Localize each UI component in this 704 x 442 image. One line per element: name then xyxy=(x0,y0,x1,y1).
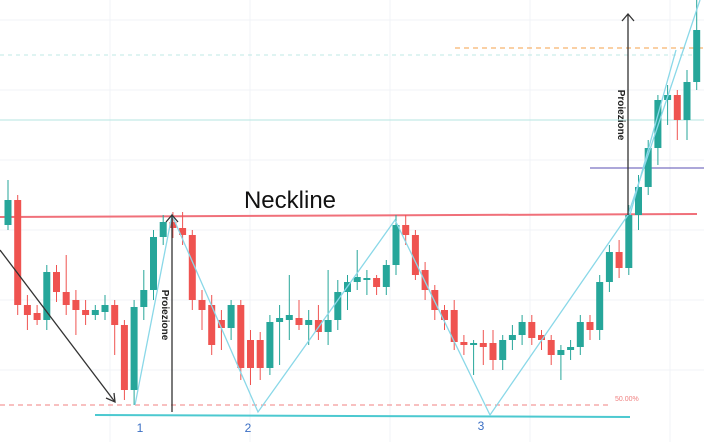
candle-body xyxy=(324,320,332,332)
candle-body xyxy=(33,313,41,320)
candle-body xyxy=(4,200,12,225)
candle-body xyxy=(605,252,613,282)
projection-label: Proiezione xyxy=(159,290,170,341)
arrow-head xyxy=(165,214,179,223)
support-line xyxy=(94,414,631,418)
candle-body xyxy=(421,270,429,290)
point-label: 2 xyxy=(245,421,252,435)
candle-body xyxy=(247,340,254,368)
candle-body xyxy=(382,265,390,287)
candle-body xyxy=(411,235,419,275)
candle-body xyxy=(693,30,701,82)
candle-body xyxy=(305,320,313,325)
candle-body xyxy=(72,300,80,310)
candle-body xyxy=(596,282,604,330)
candle-body xyxy=(62,292,70,305)
candle-body xyxy=(266,322,274,368)
candle-body xyxy=(538,335,545,340)
candle-body xyxy=(198,300,206,310)
candle-body xyxy=(237,305,245,368)
candle-body xyxy=(120,325,128,390)
candle-body xyxy=(499,340,507,360)
candle-body xyxy=(557,350,565,355)
candle-body xyxy=(470,343,478,345)
candle-body xyxy=(53,272,60,292)
candle-body xyxy=(615,252,623,268)
neckline xyxy=(0,213,698,218)
candle-body xyxy=(353,277,361,282)
candle-body xyxy=(285,315,293,320)
candle-body xyxy=(431,290,439,310)
candle-body xyxy=(208,305,216,345)
candle-body xyxy=(334,292,342,320)
candle-body xyxy=(159,222,167,237)
candle-body xyxy=(130,307,138,390)
projection-line xyxy=(629,49,677,216)
candle-body xyxy=(295,318,303,325)
candle-body xyxy=(518,322,526,335)
candle-body xyxy=(14,200,22,305)
candle-body xyxy=(683,82,691,120)
candle-body xyxy=(91,310,99,315)
candle-body xyxy=(82,310,90,315)
candle-body xyxy=(402,225,410,235)
fib-label: 50.00% xyxy=(615,396,639,403)
projection-label: Proiezione xyxy=(615,90,626,141)
neckline-label: Neckline xyxy=(244,187,336,214)
candle-body xyxy=(101,305,109,312)
candle-body xyxy=(179,228,187,235)
candle-body xyxy=(644,148,652,187)
arrow-head xyxy=(621,13,635,22)
candle-body xyxy=(586,322,594,330)
candle-body xyxy=(169,222,177,228)
candle-body xyxy=(217,320,225,328)
candle-body xyxy=(392,225,400,265)
candle-body xyxy=(567,347,575,350)
arrow-head xyxy=(105,392,116,404)
point-label: 3 xyxy=(478,419,485,433)
candle-body xyxy=(314,320,322,332)
candle-body xyxy=(673,95,681,120)
candle-body xyxy=(635,187,642,215)
candle-body xyxy=(140,290,148,307)
candle-body xyxy=(227,305,235,328)
zigzag xyxy=(134,0,701,417)
candle-body xyxy=(460,342,468,345)
point-label: 1 xyxy=(137,421,144,435)
candle-body xyxy=(441,310,448,320)
candle-body xyxy=(508,335,516,340)
candle-body xyxy=(23,305,31,315)
candle-body xyxy=(479,343,487,347)
candle-body xyxy=(528,322,536,338)
candle-body xyxy=(111,305,119,325)
candle-body xyxy=(150,237,157,290)
candle-body xyxy=(576,322,584,347)
candle-body xyxy=(256,340,264,368)
candle-body xyxy=(450,310,458,342)
arrow xyxy=(0,249,116,403)
candle-body xyxy=(363,278,371,280)
candles xyxy=(4,0,701,405)
candle-body xyxy=(373,278,381,287)
candle-body xyxy=(276,318,284,322)
candle-body xyxy=(625,215,633,268)
candle-body xyxy=(43,272,51,320)
candle-body xyxy=(188,235,196,300)
candle-body xyxy=(547,340,555,355)
candle-body xyxy=(489,343,497,360)
